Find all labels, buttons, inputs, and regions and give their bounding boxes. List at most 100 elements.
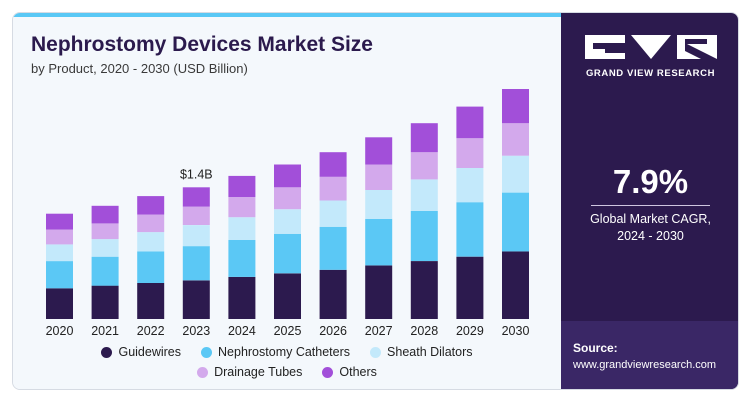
legend-swatch-guidewires	[101, 346, 113, 358]
bar-2022-nephrostomy-catheters	[137, 251, 165, 283]
legend-swatch-sheath-dilators	[370, 346, 382, 358]
bar-2022-drainage-tubes	[137, 214, 165, 233]
x-tick-label-2029: 2029	[456, 324, 484, 338]
bar-2028-guidewires	[410, 261, 438, 319]
bar-2028-others	[410, 123, 438, 153]
chart-panel: Nephrostomy Devices Market Size by Produ…	[13, 13, 561, 389]
bar-2021-nephrostomy-catheters	[91, 256, 119, 286]
grand-view-research-logo-icon	[584, 35, 717, 59]
bar-2026-drainage-tubes	[319, 176, 347, 201]
x-tick-label-2020: 2020	[46, 324, 74, 338]
x-tick-label-2022: 2022	[137, 324, 165, 338]
legend-row-1: Guidewires Nephrostomy Catheters Sheath …	[13, 345, 561, 359]
bar-2024-nephrostomy-catheters	[228, 240, 256, 277]
bar-2026-guidewires	[319, 269, 347, 319]
infographic-frame: Nephrostomy Devices Market Size by Produ…	[12, 12, 739, 390]
legend-label-guidewires: Guidewires	[118, 345, 182, 359]
legend-item-nephrostomy-catheters: Nephrostomy Catheters	[201, 345, 350, 359]
bar-2024-drainage-tubes	[228, 197, 256, 218]
legend-label-sheath-dilators: Sheath Dilators	[387, 345, 473, 359]
bar-2025-guidewires	[274, 273, 301, 319]
chart-legend: Guidewires Nephrostomy Catheters Sheath …	[13, 345, 561, 385]
bar-2030-others	[502, 89, 529, 124]
bar-2025-sheath-dilators	[274, 209, 301, 234]
bar-2023-sheath-dilators	[182, 225, 210, 247]
bar-2024-sheath-dilators	[228, 217, 256, 240]
bar-2023-guidewires	[182, 280, 210, 319]
legend-swatch-drainage-tubes	[197, 366, 209, 378]
bar-2027-sheath-dilators	[365, 190, 393, 219]
bar-2029-others	[456, 106, 484, 139]
legend-row-2: Drainage Tubes Others	[13, 365, 561, 379]
bar-2029-nephrostomy-catheters	[456, 202, 484, 257]
bar-2027-guidewires	[365, 265, 393, 319]
bar-2021-guidewires	[91, 285, 119, 319]
bar-2023-drainage-tubes	[182, 206, 210, 225]
bar-2024-guidewires	[228, 276, 256, 319]
bar-2026-sheath-dilators	[319, 200, 347, 227]
brand-logo: GRAND VIEW RESEARCH	[561, 35, 738, 79]
bar-2020-drainage-tubes	[46, 229, 73, 245]
x-tick-label-2023: 2023	[182, 324, 210, 338]
bar-2028-sheath-dilators	[410, 179, 438, 211]
source-label: Source:	[573, 341, 618, 355]
bar-2023-others	[182, 187, 210, 207]
cagr-label-line1: Global Market CAGR,	[590, 212, 711, 226]
bar-2026-nephrostomy-catheters	[319, 226, 347, 270]
cagr-label: Global Market CAGR, 2024 - 2030	[561, 211, 738, 245]
bar-2029-guidewires	[456, 256, 484, 319]
x-tick-label-2030: 2030	[502, 324, 530, 338]
x-tick-label-2026: 2026	[319, 324, 347, 338]
sidebar-panel: GRAND VIEW RESEARCH 7.9% Global Market C…	[561, 13, 738, 389]
legend-swatch-others	[322, 366, 334, 378]
legend-item-guidewires: Guidewires	[101, 345, 181, 359]
bar-2020-sheath-dilators	[46, 244, 73, 262]
legend-label-others: Others	[339, 365, 377, 379]
legend-label-nephrostomy-catheters: Nephrostomy Catheters	[218, 345, 351, 359]
x-tick-label-2021: 2021	[91, 324, 119, 338]
bar-2025-others	[274, 164, 301, 188]
bar-2024-others	[228, 175, 256, 197]
bar-2026-others	[319, 152, 347, 177]
x-tick-label-2027: 2027	[365, 324, 393, 338]
bar-2030-guidewires	[502, 251, 529, 319]
cagr-label-line2: 2024 - 2030	[617, 229, 684, 243]
bar-2028-drainage-tubes	[410, 152, 438, 180]
bar-2021-sheath-dilators	[91, 239, 119, 257]
cagr-value: 7.9%	[612, 163, 689, 200]
bar-2022-others	[137, 196, 165, 215]
legend-item-sheath-dilators: Sheath Dilators	[370, 345, 473, 359]
bar-2029-sheath-dilators	[456, 168, 484, 203]
bar-2020-others	[46, 213, 73, 230]
bar-2022-sheath-dilators	[137, 232, 165, 252]
x-tick-label-2025: 2025	[274, 324, 302, 338]
bar-2025-drainage-tubes	[274, 187, 301, 210]
bar-2030-drainage-tubes	[502, 123, 529, 156]
legend-item-drainage-tubes: Drainage Tubes	[197, 365, 302, 379]
bar-2022-guidewires	[137, 283, 165, 319]
chart-title: Nephrostomy Devices Market Size	[31, 33, 373, 56]
x-tick-label-2028: 2028	[410, 324, 438, 338]
brand-name: GRAND VIEW RESEARCH	[585, 68, 716, 79]
stacked-bar-chart: 2020 2021 2022 2023 $1.4B 2024 2025 2026 2027 202…	[46, 89, 530, 338]
bar-2020-guidewires	[46, 288, 73, 319]
source-url[interactable]: www.grandviewresearch.com	[573, 359, 717, 371]
bar-2027-nephrostomy-catheters	[365, 218, 393, 266]
bar-2021-others	[91, 205, 119, 224]
legend-item-others: Others	[322, 365, 377, 379]
bar-2023-nephrostomy-catheters	[182, 246, 210, 281]
bar-2020-nephrostomy-catheters	[46, 261, 73, 289]
chart-subtitle: by Product, 2020 - 2030 (USD Billion)	[31, 61, 248, 76]
bar-2027-others	[365, 137, 393, 165]
bar-2029-drainage-tubes	[456, 138, 484, 168]
bar-2027-drainage-tubes	[365, 164, 393, 190]
bar-2025-nephrostomy-catheters	[274, 233, 301, 274]
source-box: Source: www.grandviewresearch.com	[561, 321, 738, 389]
legend-swatch-nephrostomy-catheters	[201, 346, 213, 358]
bar-2030-sheath-dilators	[502, 155, 529, 193]
bar-2030-nephrostomy-catheters	[502, 192, 529, 252]
bar-2028-nephrostomy-catheters	[410, 211, 438, 261]
cagr-divider	[591, 205, 710, 206]
x-tick-label-2024: 2024	[228, 324, 256, 338]
bar-2021-drainage-tubes	[91, 223, 119, 240]
